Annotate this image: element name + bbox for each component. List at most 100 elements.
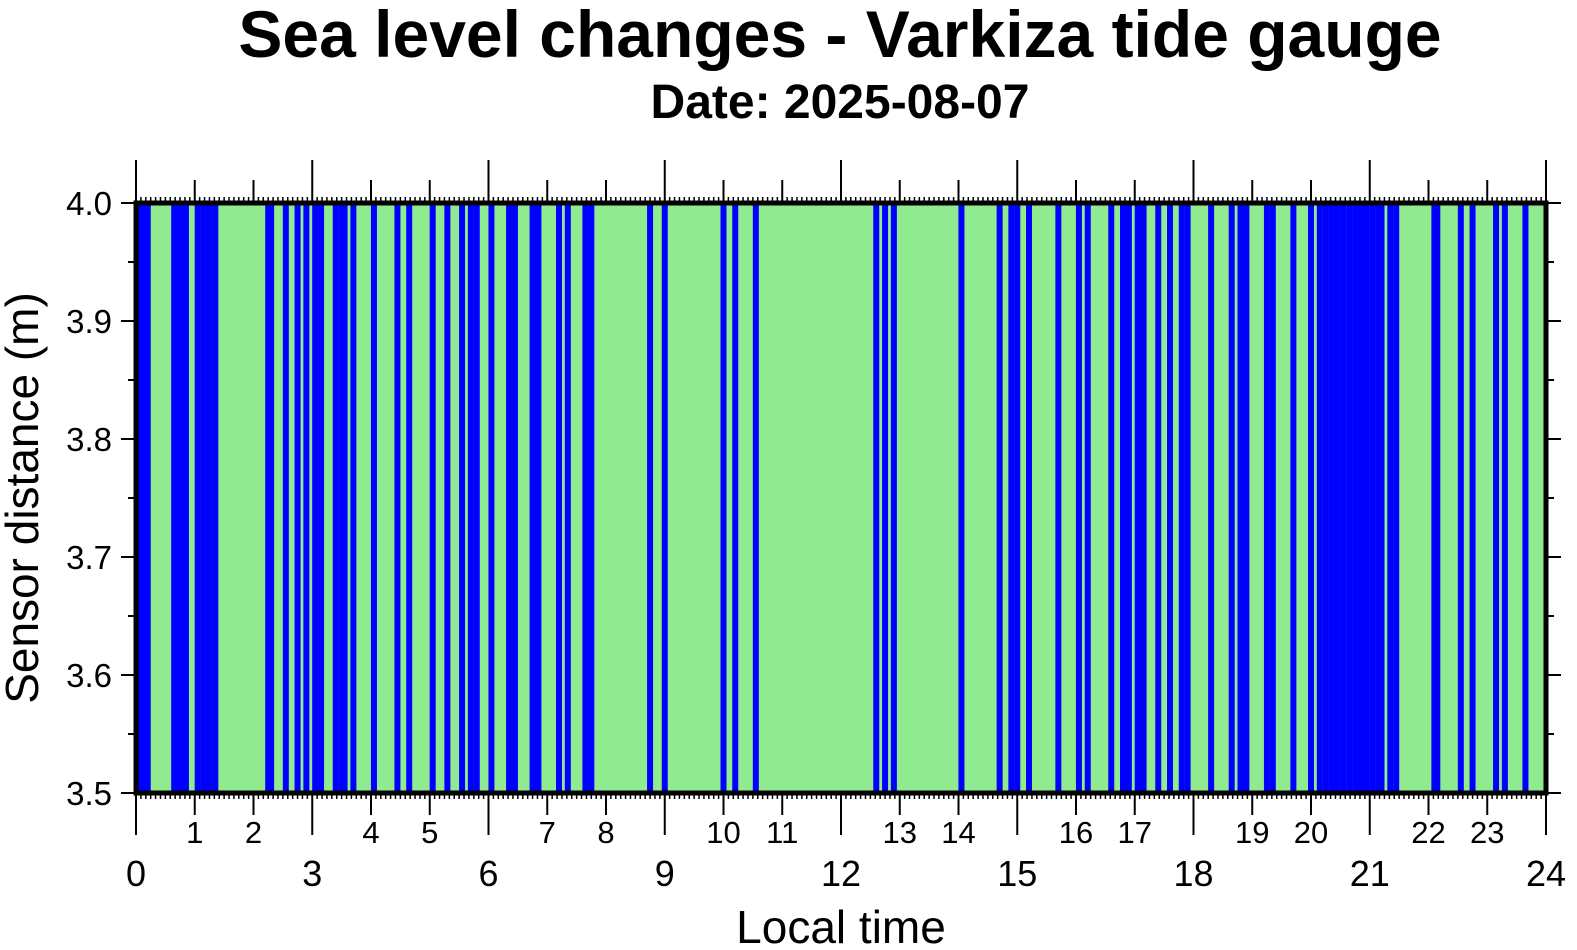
data-bar bbox=[294, 203, 301, 793]
chart-subtitle: Date: 2025-08-07 bbox=[651, 76, 1030, 129]
data-bar bbox=[1184, 203, 1191, 793]
data-bar bbox=[996, 203, 1003, 793]
y-axis: 3.5 3.6 3.7 3.8 3.9 4.0 bbox=[66, 185, 1561, 812]
data-bar bbox=[206, 203, 213, 793]
data-bar bbox=[1308, 203, 1314, 793]
data-bar bbox=[720, 203, 727, 793]
data-bar bbox=[444, 203, 451, 793]
y-axis-label: Sensor distance (m) bbox=[0, 292, 48, 704]
x-minor-tick-label: 11 bbox=[766, 815, 798, 850]
x-major-tick-label: 21 bbox=[1350, 853, 1390, 894]
data-bar bbox=[212, 203, 219, 793]
data-bar bbox=[1340, 203, 1347, 793]
data-bar bbox=[1263, 203, 1270, 793]
x-minor-tick-label: 13 bbox=[883, 815, 917, 850]
data-bar bbox=[1346, 203, 1353, 793]
data-bar bbox=[882, 203, 889, 793]
x-minor-tick-label: 4 bbox=[362, 815, 379, 850]
data-bar bbox=[506, 203, 513, 793]
data-bar bbox=[268, 203, 275, 793]
data-bar bbox=[1501, 203, 1508, 793]
data-bar bbox=[564, 203, 571, 793]
data-bar bbox=[1208, 203, 1215, 793]
data-bar bbox=[1228, 203, 1235, 793]
x-minor-tick-label: 5 bbox=[421, 815, 438, 850]
data-bar bbox=[1316, 203, 1323, 793]
data-bar bbox=[535, 203, 542, 793]
data-bar bbox=[1378, 203, 1385, 793]
data-bar bbox=[582, 203, 589, 793]
data-bar bbox=[144, 203, 151, 793]
data-bar bbox=[303, 203, 310, 793]
x-minor-tick-label: 2 bbox=[245, 815, 262, 850]
data-bar bbox=[1328, 203, 1335, 793]
data-bar bbox=[1334, 203, 1341, 793]
data-bar bbox=[511, 203, 518, 793]
x-major-tick-label: 9 bbox=[655, 853, 675, 894]
data-bar bbox=[529, 203, 536, 793]
data-bar bbox=[350, 203, 357, 793]
data-bar bbox=[370, 203, 377, 793]
data-bar bbox=[890, 203, 897, 793]
data-bar bbox=[1125, 203, 1132, 793]
data-bar bbox=[1522, 203, 1529, 793]
x-minor-tick-label: 20 bbox=[1294, 815, 1328, 850]
data-bar bbox=[200, 203, 207, 793]
data-bar bbox=[1014, 203, 1021, 793]
data-bar bbox=[588, 203, 595, 793]
chart-title: Sea level changes - Varkiza tide gauge bbox=[238, 0, 1441, 71]
data-bar bbox=[459, 203, 466, 793]
x-axis: 0 3 6 9 12 15 18 21 241 2 4 5 7 8 10 11 13 14 16 17 19 20 22 23 bbox=[126, 160, 1566, 894]
data-bar bbox=[1155, 203, 1162, 793]
data-bar bbox=[1075, 203, 1082, 793]
data-bar bbox=[647, 203, 654, 793]
data-bar bbox=[282, 203, 289, 793]
x-minor-tick-label: 19 bbox=[1235, 815, 1269, 850]
data-bar bbox=[1352, 203, 1359, 793]
data-bar bbox=[1493, 203, 1500, 793]
data-bar bbox=[873, 203, 880, 793]
data-bar bbox=[394, 203, 401, 793]
data-bar bbox=[1237, 203, 1244, 793]
data-bar bbox=[332, 203, 339, 793]
y-tick-label: 3.9 bbox=[66, 303, 112, 340]
data-bar bbox=[341, 203, 348, 793]
data-bar bbox=[182, 203, 189, 793]
x-minor-tick-label: 14 bbox=[941, 815, 975, 850]
data-bar bbox=[1084, 203, 1091, 793]
data-bar bbox=[194, 203, 201, 793]
data-bar bbox=[1178, 203, 1185, 793]
data-bar bbox=[1008, 203, 1015, 793]
data-bar bbox=[429, 203, 436, 793]
x-major-tick-label: 15 bbox=[997, 853, 1037, 894]
data-bar bbox=[1363, 203, 1370, 793]
data-bar bbox=[1369, 203, 1376, 793]
data-bar bbox=[958, 203, 965, 793]
y-tick-label: 3.6 bbox=[66, 657, 112, 694]
x-minor-tick-label: 1 bbox=[186, 815, 203, 850]
x-major-tick-label: 3 bbox=[302, 853, 322, 894]
data-bar bbox=[1120, 203, 1126, 793]
x-minor-tick-label: 23 bbox=[1470, 815, 1504, 850]
x-minor-tick-label: 17 bbox=[1118, 815, 1152, 850]
data-bar bbox=[1387, 203, 1394, 793]
y-tick-label: 4.0 bbox=[66, 185, 112, 222]
x-major-tick-label: 24 bbox=[1526, 853, 1566, 894]
data-bar bbox=[312, 203, 319, 793]
x-minor-tick-label: 7 bbox=[539, 815, 556, 850]
data-bar bbox=[661, 203, 668, 793]
data-bar bbox=[752, 203, 759, 793]
data-bar bbox=[1026, 203, 1032, 793]
data-bar bbox=[1140, 203, 1147, 793]
data-bar bbox=[556, 203, 562, 793]
x-minor-tick-label: 10 bbox=[706, 815, 740, 850]
data-bar bbox=[1322, 203, 1329, 793]
x-major-tick-label: 18 bbox=[1173, 853, 1213, 894]
data-bar bbox=[318, 203, 325, 793]
data-bar bbox=[473, 203, 480, 793]
x-major-tick-label: 12 bbox=[821, 853, 861, 894]
y-tick-label: 3.7 bbox=[66, 539, 112, 576]
data-bar bbox=[1167, 203, 1173, 793]
data-bar bbox=[1243, 203, 1250, 793]
